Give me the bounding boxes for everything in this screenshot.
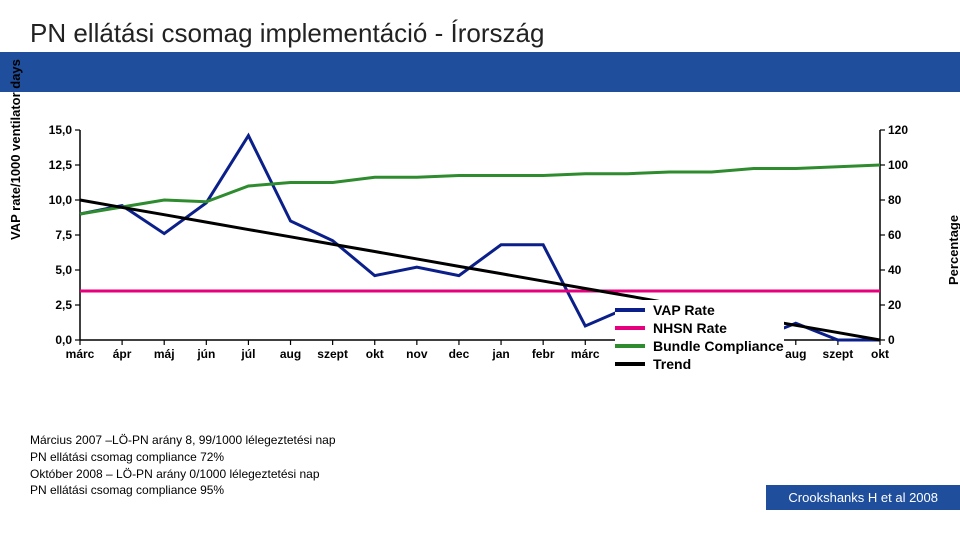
chart-container: 0,0 2,5 5,0 7,5 10,0 12,5 15,0 0 20 40 60 80 100 120 m… [30,120,930,400]
svg-text:80: 80 [888,193,902,207]
citation-badge: Crookshanks H et al 2008 [766,485,960,510]
legend-swatch [615,308,645,312]
svg-text:100: 100 [888,158,908,172]
legend-label: Bundle Compliance [653,338,784,354]
svg-text:jún: jún [196,347,215,361]
svg-text:szept: szept [317,347,348,361]
svg-text:0,0: 0,0 [55,333,72,347]
legend-item: Bundle Compliance [615,338,784,354]
svg-text:10,0: 10,0 [49,193,73,207]
svg-text:márc: márc [66,347,95,361]
footer-line: PN ellátási csomag compliance 72% [30,449,336,466]
svg-text:febr: febr [532,347,555,361]
svg-text:ápr: ápr [113,347,132,361]
legend-item: NHSN Rate [615,320,784,336]
legend-label: NHSN Rate [653,320,727,336]
legend-swatch [615,362,645,366]
y-axis-left-label: VAP rate/1000 ventilator days [8,59,23,240]
svg-text:5,0: 5,0 [55,263,72,277]
svg-text:jan: jan [491,347,509,361]
svg-text:nov: nov [406,347,428,361]
svg-text:2,5: 2,5 [55,298,72,312]
chart-legend: VAP Rate NHSN Rate Bundle Compliance Trend [615,300,784,374]
svg-text:aug: aug [785,347,806,361]
svg-text:20: 20 [888,298,902,312]
svg-text:7,5: 7,5 [55,228,72,242]
svg-text:60: 60 [888,228,902,242]
svg-text:aug: aug [280,347,301,361]
svg-text:okt: okt [366,347,384,361]
svg-text:dec: dec [449,347,470,361]
title-bar [0,52,960,92]
svg-text:márc: márc [571,347,600,361]
svg-text:120: 120 [888,123,908,137]
svg-text:40: 40 [888,263,902,277]
svg-text:0: 0 [888,333,895,347]
svg-text:máj: máj [154,347,175,361]
y-axis-right-label: Percentage compliance [946,213,960,285]
svg-text:júl: júl [240,347,255,361]
footer-line: Március 2007 –LÖ-PN arány 8, 99/1000 lél… [30,432,336,449]
footer-line: PN ellátási csomag compliance 95% [30,482,336,499]
footer-line: Október 2008 – LÖ-PN arány 0/1000 lélege… [30,466,336,483]
svg-text:szept: szept [823,347,854,361]
svg-text:okt: okt [871,347,889,361]
legend-item: VAP Rate [615,302,784,318]
legend-swatch [615,326,645,330]
svg-text:12,5: 12,5 [49,158,73,172]
svg-text:15,0: 15,0 [49,123,73,137]
footer-notes: Március 2007 –LÖ-PN arány 8, 99/1000 lél… [30,432,336,499]
legend-swatch [615,344,645,348]
legend-item: Trend [615,356,784,372]
legend-label: VAP Rate [653,302,715,318]
chart-svg: 0,0 2,5 5,0 7,5 10,0 12,5 15,0 0 20 40 60 80 100 120 m… [30,120,930,400]
page-title: PN ellátási csomag implementáció - Írors… [30,18,558,49]
legend-label: Trend [653,356,691,372]
